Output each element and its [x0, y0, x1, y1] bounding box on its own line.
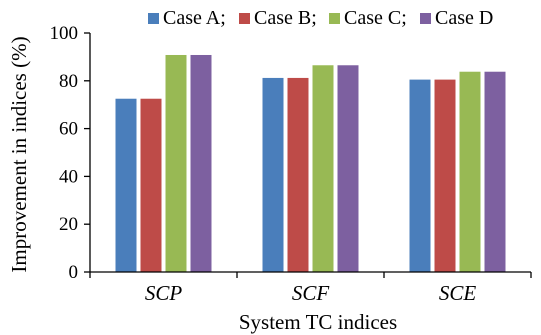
x-category-label: SCP [145, 281, 183, 305]
y-axis-title: Improvement in indices (%) [7, 36, 31, 272]
y-tick-label: 80 [59, 71, 78, 92]
bar-sce-2 [434, 79, 456, 272]
bar-scf-1 [262, 77, 284, 272]
bar-sce-1 [409, 79, 431, 272]
legend-label: Case A; [163, 7, 226, 29]
x-category-label: SCE [439, 281, 477, 305]
bar-scf-2 [287, 77, 309, 272]
legend-swatch [329, 13, 340, 24]
legend: Case A; Case B; Case C; Case D [148, 7, 493, 29]
y-tick-label: 20 [59, 214, 78, 235]
y-tick-label: 40 [59, 166, 78, 187]
x-category-label: SCF [292, 281, 330, 305]
legend-label: Case D [435, 7, 493, 29]
y-ticks-group: 0 20 40 60 80 100 [50, 23, 90, 283]
legend-swatch [148, 13, 159, 24]
bar-sce-4 [484, 71, 506, 272]
bar-scf-3 [312, 65, 334, 272]
legend-swatch [239, 13, 250, 24]
y-tick-label: 0 [69, 262, 79, 283]
legend-swatch [420, 13, 431, 24]
bar-sce-3 [459, 71, 481, 272]
legend-label: Case C; [344, 7, 407, 29]
bar-scf-4 [337, 65, 359, 272]
bar-scp-4 [190, 54, 212, 272]
legend-label: Case B; [254, 7, 317, 29]
bar-scp-2 [140, 98, 162, 272]
x-categories-group: SCP SCF SCE [89, 272, 532, 305]
x-axis-title: System TC indices [239, 310, 397, 334]
y-tick-label: 100 [50, 23, 79, 44]
bar-scp-3 [165, 54, 187, 272]
y-tick-label: 60 [59, 119, 78, 140]
bar-scp-1 [115, 98, 137, 272]
bars-group [115, 54, 506, 272]
